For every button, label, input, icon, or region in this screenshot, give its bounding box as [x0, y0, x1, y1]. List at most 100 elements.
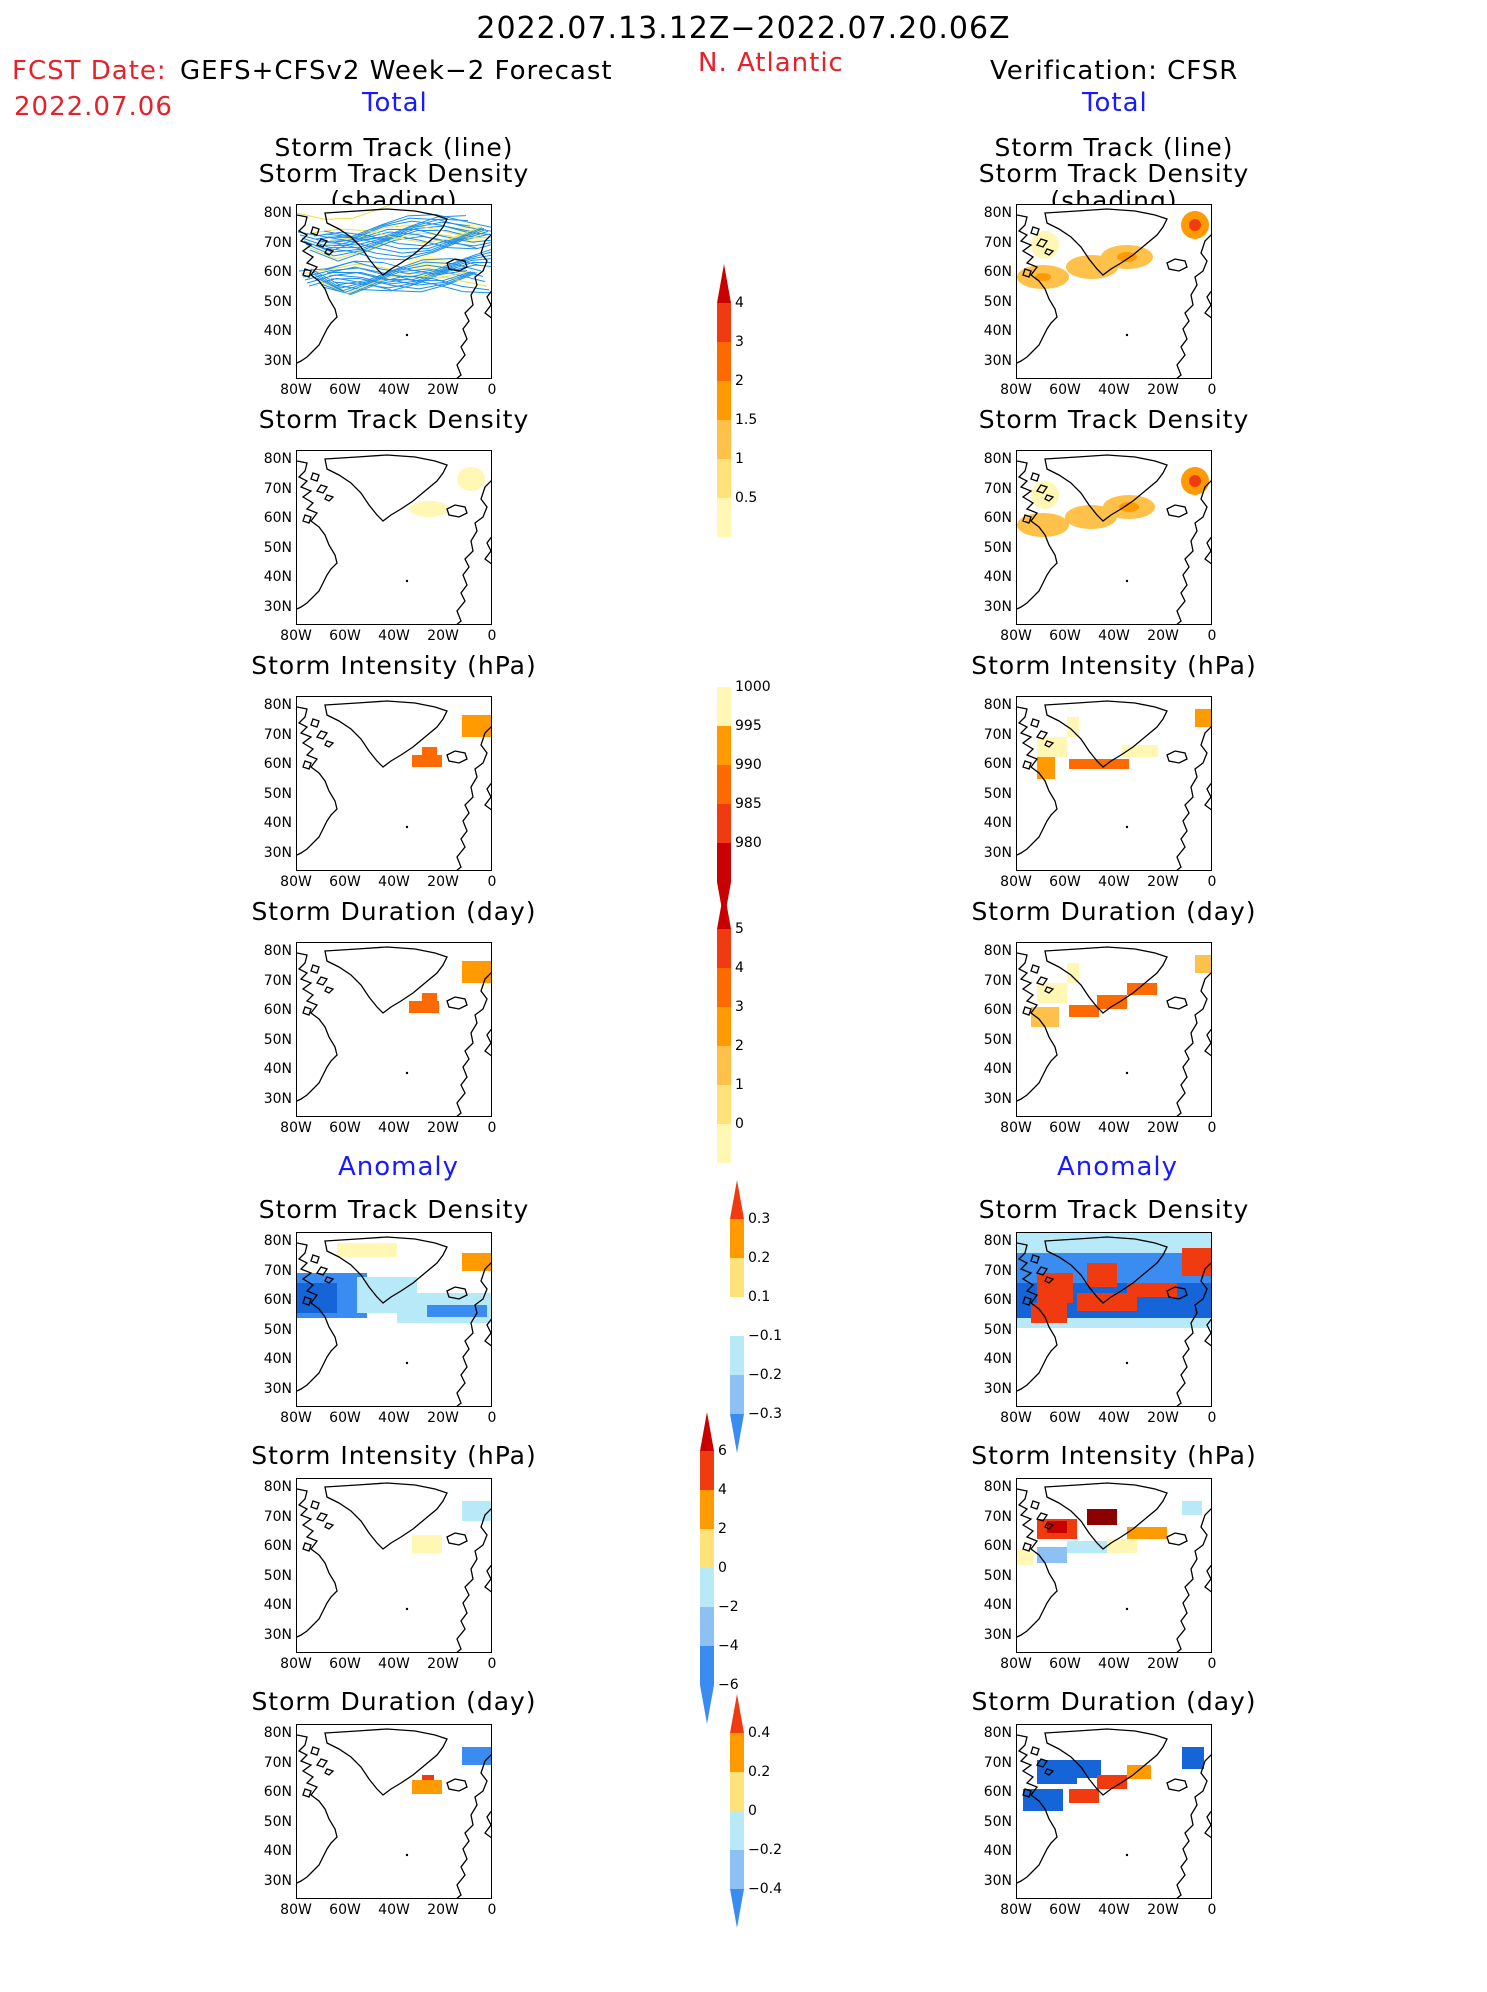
shade-cell — [1031, 1303, 1067, 1323]
shade-cell — [462, 1747, 491, 1765]
coastline — [297, 214, 338, 364]
lat-label: 50N — [263, 785, 292, 802]
shade-cell — [297, 1283, 337, 1313]
fcst-date-value: 2022.07.06 — [14, 92, 173, 122]
coastline — [324, 208, 448, 276]
lat-label: 30N — [263, 844, 292, 861]
coastline — [1022, 1500, 1055, 1552]
shade-cell — [1067, 717, 1079, 737]
shade-cell — [1037, 1273, 1073, 1303]
lon-label: 40W — [1098, 628, 1130, 644]
shade-cell — [412, 1780, 442, 1794]
colorbar-label: 4 — [718, 1482, 727, 1498]
lat-label: 70N — [263, 1262, 292, 1279]
lat-label: 70N — [263, 972, 292, 989]
colorbar-segment — [717, 1046, 731, 1085]
colorbar-intensity-anom: 6 4 2 0 −2 −4 −6 — [700, 1412, 740, 1788]
lat-label: 80N — [263, 943, 292, 959]
coastline — [1022, 1254, 1055, 1306]
shade-cell — [1097, 1775, 1127, 1789]
colorbar-segment — [730, 1811, 744, 1850]
anomaly-label-right: Anomaly — [1057, 1152, 1179, 1182]
island-dot — [1125, 1071, 1129, 1075]
coastline — [302, 226, 335, 278]
lat-label: 70N — [263, 480, 292, 497]
coastline — [1166, 504, 1188, 518]
colorbar-segment — [700, 1412, 714, 1451]
lat-label: 60N — [263, 1292, 292, 1308]
colorbar-segment — [717, 804, 731, 843]
lon-label: 20W — [427, 1410, 459, 1426]
coastline — [324, 946, 448, 1014]
colorbar-label: 0 — [718, 1560, 727, 1576]
coastline — [1044, 700, 1168, 768]
storm-track-line — [334, 264, 491, 292]
lon-label: 20W — [427, 874, 459, 890]
colorbar-segment — [717, 342, 731, 381]
storm-track-line — [314, 264, 484, 292]
lat-label: 30N — [983, 1090, 1012, 1107]
island-dot — [1125, 1361, 1129, 1365]
colorbar-label: 995 — [735, 718, 762, 734]
storm-track-line — [332, 261, 491, 289]
lat-label: 80N — [263, 697, 292, 713]
island-dot — [1125, 333, 1129, 337]
lon-label: 60W — [329, 1410, 361, 1426]
colorbar-segment — [717, 1124, 731, 1163]
lat-label: 40N — [263, 1061, 292, 1077]
map-left-3-map — [297, 946, 491, 1116]
lat-label: 30N — [263, 1380, 292, 1397]
storm-track-line — [297, 215, 467, 243]
island-dot — [1125, 1853, 1129, 1857]
lon-label: 20W — [1147, 1410, 1179, 1426]
coastline — [1017, 460, 1058, 610]
colorbar-segment — [717, 1007, 731, 1046]
coastline — [297, 706, 338, 856]
panel-title-track-shading-left: Storm Track Density (shading) — [258, 159, 530, 215]
storm-track-line — [328, 254, 491, 281]
coastline — [1017, 214, 1058, 364]
colorbar-segment — [717, 381, 731, 420]
lat-label: 70N — [263, 726, 292, 743]
coastline — [1166, 1778, 1188, 1792]
map-left-5-frame — [296, 1478, 492, 1653]
colorbar-label: 0.2 — [748, 1764, 771, 1780]
coastline — [446, 504, 468, 518]
colorbar-segment — [730, 1850, 744, 1889]
shade-cell — [1077, 1760, 1101, 1778]
colorbar-label: 1 — [735, 451, 744, 467]
lon-label: 80W — [280, 382, 312, 398]
lon-label: 80W — [280, 1120, 312, 1136]
lat-label: 70N — [983, 234, 1012, 251]
coastline — [1044, 454, 1168, 522]
coastline — [324, 1482, 448, 1550]
lat-label: 40N — [263, 1351, 292, 1367]
lon-label: 40W — [1098, 382, 1130, 398]
shade-cell — [1127, 1527, 1167, 1539]
lat-label: 40N — [983, 1351, 1012, 1367]
colorbar-label: 985 — [735, 796, 762, 812]
colorbar-label: 980 — [735, 835, 762, 851]
colorbar-label: 1 — [735, 1077, 744, 1093]
lon-label: 20W — [427, 382, 459, 398]
lat-label: 30N — [983, 352, 1012, 369]
lat-label: 80N — [263, 1479, 292, 1495]
lon-label: 0 — [487, 874, 497, 890]
lon-label: 60W — [1049, 1120, 1081, 1136]
lon-label: 80W — [1000, 874, 1032, 890]
coastline — [324, 1236, 448, 1304]
lon-label: 60W — [329, 382, 361, 398]
coastline — [1204, 782, 1211, 811]
shade-cell — [1087, 1263, 1117, 1287]
map-right-5: 80N 70N 60N 50N 40N 30N 80W 60W 40W 20W 0 — [984, 1478, 1216, 1671]
colorbar-label: 1.5 — [735, 412, 758, 428]
storm-track-line — [325, 217, 491, 238]
shade-cell — [412, 755, 442, 767]
lon-label: 20W — [1147, 628, 1179, 644]
shade-cell — [1067, 963, 1079, 983]
coastline — [1166, 1532, 1188, 1546]
lat-label: 30N — [263, 1872, 292, 1889]
colorbar-label: 0 — [748, 1803, 757, 1819]
coastline — [446, 750, 468, 764]
colorbar-segment — [700, 1568, 714, 1607]
